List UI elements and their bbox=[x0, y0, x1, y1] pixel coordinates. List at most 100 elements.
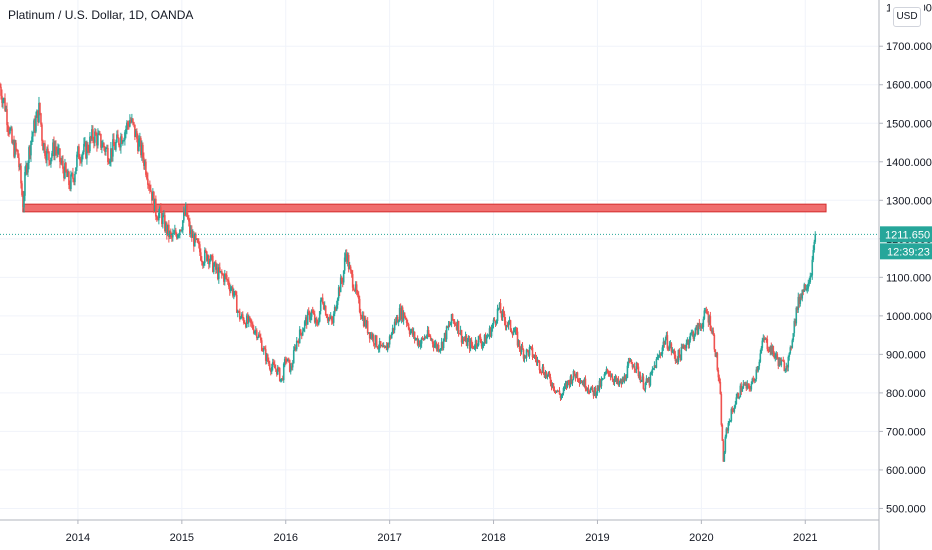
last-price-label: 1211.650 bbox=[885, 229, 930, 241]
candle-body bbox=[665, 335, 668, 340]
candle-body bbox=[373, 343, 376, 346]
candle-body bbox=[98, 133, 100, 135]
candle-body bbox=[644, 382, 647, 390]
candle-body bbox=[25, 164, 27, 173]
candle-body bbox=[775, 353, 778, 356]
candle-body bbox=[29, 147, 31, 156]
candle-body bbox=[587, 388, 590, 392]
candle-body bbox=[374, 335, 377, 346]
resistance-zone[interactable] bbox=[22, 203, 827, 213]
candle-body bbox=[260, 340, 263, 351]
candle-body bbox=[235, 294, 238, 313]
candle-body bbox=[224, 273, 227, 276]
candle-body bbox=[478, 335, 481, 337]
candle-body bbox=[33, 120, 35, 133]
candle-body bbox=[196, 238, 198, 240]
candle-body bbox=[79, 158, 81, 161]
candle-body bbox=[447, 324, 450, 328]
candle-body bbox=[64, 163, 66, 179]
candle-body bbox=[19, 165, 21, 168]
candle-body bbox=[627, 361, 630, 366]
candle-body bbox=[714, 349, 717, 357]
candle-body bbox=[354, 284, 357, 291]
candle-body bbox=[117, 134, 119, 139]
candle-body bbox=[211, 255, 213, 257]
candle-body bbox=[598, 380, 601, 390]
candle-body bbox=[717, 370, 720, 378]
candle-body bbox=[82, 151, 84, 156]
candle-body bbox=[91, 129, 93, 139]
candle-body bbox=[68, 171, 70, 186]
candle-body bbox=[510, 330, 513, 333]
candle-body bbox=[706, 311, 709, 315]
candle-body bbox=[611, 376, 614, 380]
candle-body bbox=[548, 372, 551, 378]
candle-body bbox=[120, 136, 122, 148]
candle-body bbox=[416, 338, 419, 345]
candle-body bbox=[726, 428, 729, 431]
currency-unit-button[interactable]: USD bbox=[893, 7, 921, 27]
candle-body bbox=[788, 353, 791, 357]
candle-body bbox=[765, 338, 768, 340]
candle-body bbox=[240, 314, 243, 318]
candle-body bbox=[491, 324, 494, 329]
candle-body bbox=[778, 358, 781, 366]
candle-body bbox=[694, 328, 697, 336]
candle-body bbox=[306, 311, 309, 325]
candle-body bbox=[184, 212, 186, 216]
candle-body bbox=[646, 378, 649, 383]
candle-body bbox=[118, 138, 120, 146]
candle-body bbox=[458, 333, 461, 335]
candle-body bbox=[341, 281, 344, 283]
candle-body bbox=[499, 303, 502, 314]
candle-body bbox=[731, 409, 734, 411]
candle-body bbox=[216, 267, 218, 270]
candle-body bbox=[48, 151, 50, 161]
candle-body bbox=[87, 144, 89, 152]
candle-body bbox=[44, 143, 46, 156]
candle-body bbox=[248, 316, 251, 319]
candle-body bbox=[633, 366, 636, 369]
candle-body bbox=[799, 296, 802, 304]
candle-body bbox=[307, 311, 310, 313]
candle-body bbox=[631, 363, 634, 368]
candle-body bbox=[504, 320, 507, 327]
candle-body bbox=[217, 267, 219, 279]
candle-body bbox=[274, 368, 277, 370]
candle-body bbox=[182, 220, 184, 231]
candle-body bbox=[476, 345, 479, 347]
candle-body bbox=[93, 139, 95, 143]
candle-body bbox=[206, 251, 208, 261]
candle-body bbox=[200, 252, 202, 261]
candle-body bbox=[218, 267, 220, 279]
candle-body bbox=[545, 372, 548, 377]
y-tick-label: 1700.000 bbox=[886, 41, 932, 53]
candle-body bbox=[518, 340, 521, 349]
candle-body bbox=[677, 349, 680, 362]
candle-body bbox=[628, 361, 631, 363]
candle-body bbox=[681, 347, 684, 349]
candle-body bbox=[684, 347, 687, 349]
candle-body bbox=[727, 423, 730, 431]
candle-body bbox=[160, 207, 162, 213]
candle-body bbox=[663, 341, 666, 345]
candle-body bbox=[212, 255, 214, 272]
candle-body bbox=[343, 257, 346, 271]
candle-body bbox=[664, 339, 667, 345]
candle-body bbox=[142, 144, 144, 158]
candle-body bbox=[246, 315, 249, 323]
candle-body bbox=[457, 320, 460, 334]
candle-body bbox=[302, 328, 305, 332]
candle-body bbox=[589, 389, 592, 393]
candle-body bbox=[161, 212, 163, 225]
candle-body bbox=[711, 330, 714, 332]
candle-body bbox=[402, 312, 405, 321]
candle-body bbox=[254, 330, 257, 332]
candle-body bbox=[167, 224, 169, 235]
candle-body bbox=[570, 376, 573, 384]
candle-body bbox=[223, 273, 226, 282]
candle-body bbox=[807, 283, 810, 289]
candle-body bbox=[190, 230, 192, 234]
candle-body bbox=[737, 393, 740, 398]
candle-body bbox=[814, 234, 817, 242]
